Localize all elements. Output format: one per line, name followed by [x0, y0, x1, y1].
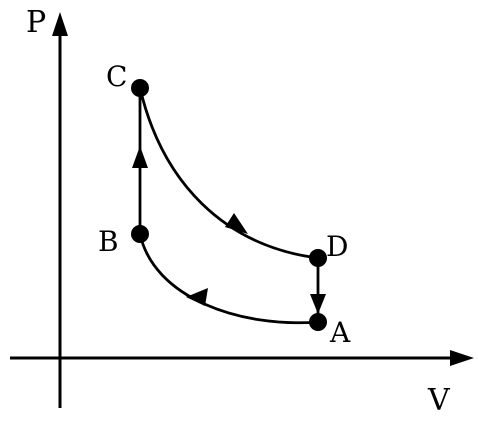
- point-b-marker: [131, 225, 149, 243]
- pressure-axis-label: P: [26, 5, 46, 40]
- point-c-label: C: [106, 60, 127, 93]
- arrow-left-icon: [186, 288, 208, 306]
- arrow-up-icon: [132, 146, 148, 168]
- volume-axis-label: V: [427, 383, 451, 418]
- state-points: [131, 79, 327, 331]
- point-a-marker: [309, 313, 327, 331]
- point-d-label: D: [326, 230, 348, 263]
- point-b-label: B: [98, 225, 119, 258]
- cycle-paths: [138, 87, 320, 325]
- axes: P V: [10, 5, 474, 418]
- volume-axis-arrowhead-icon: [450, 350, 474, 366]
- point-a-label: A: [329, 316, 351, 349]
- point-d-marker: [309, 249, 327, 267]
- pressure-axis-arrowhead-icon: [52, 12, 68, 36]
- path-a-to-b: [138, 233, 319, 325]
- point-c-marker: [131, 79, 149, 97]
- arrow-down-right-icon: [225, 213, 248, 234]
- arrow-down-icon: [310, 294, 326, 314]
- path-c-to-d: [138, 87, 319, 260]
- direction-arrows: [132, 146, 326, 314]
